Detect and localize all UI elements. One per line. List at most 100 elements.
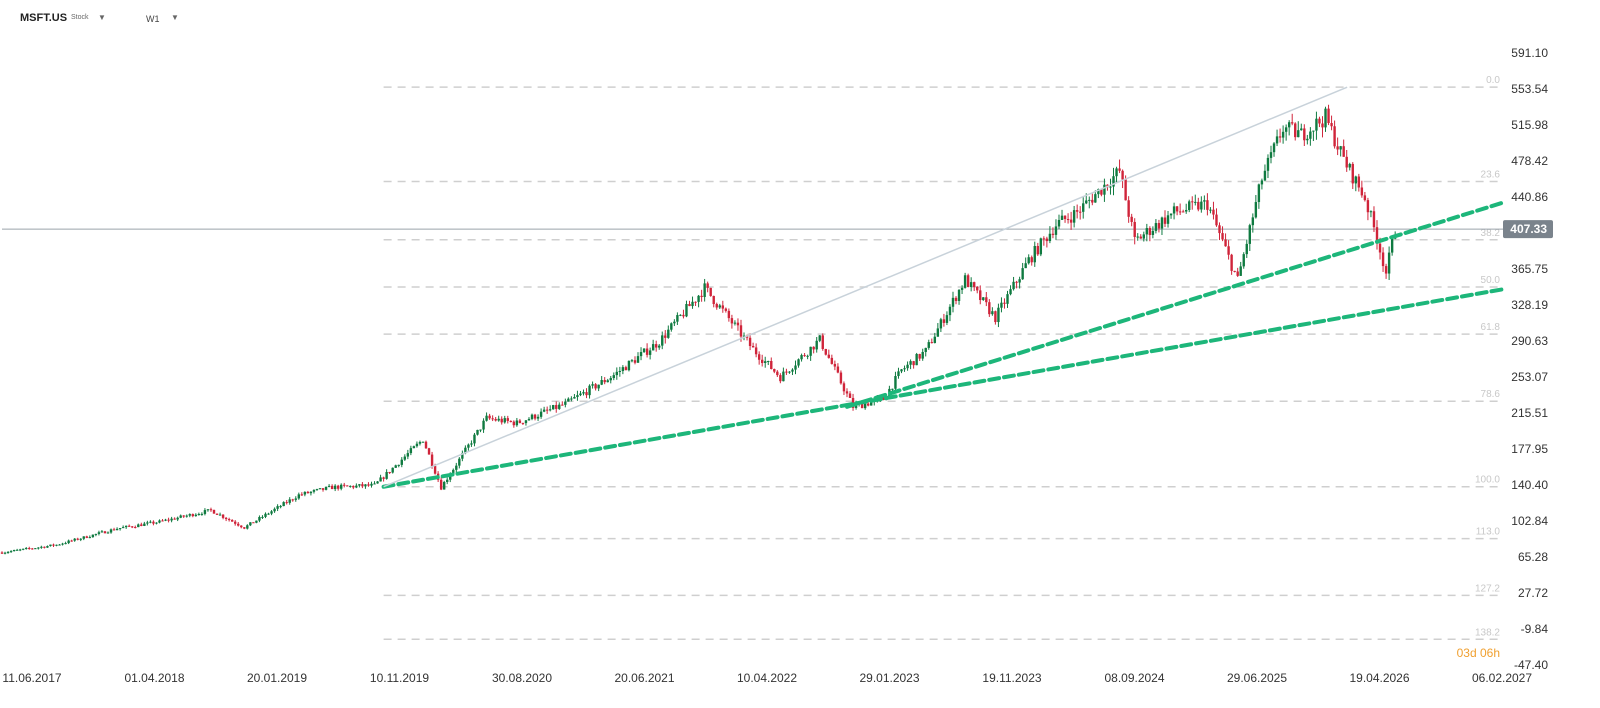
- candle-up: [1160, 217, 1164, 229]
- trendlines[interactable]: [381, 86, 1508, 489]
- candle-up: [815, 340, 818, 350]
- candle-up: [685, 304, 688, 317]
- candle-down: [682, 314, 685, 317]
- candle-down: [306, 491, 310, 494]
- candle-up: [158, 520, 161, 523]
- candle-up: [1390, 238, 1394, 253]
- candle-up: [621, 367, 625, 372]
- candle-down: [836, 366, 840, 373]
- candle-down: [751, 345, 755, 348]
- candle-up: [206, 509, 210, 511]
- candle-up: [1263, 170, 1267, 181]
- trend-channel-line[interactable]: [383, 86, 1348, 488]
- candle-up: [312, 490, 316, 492]
- candle-up: [303, 491, 307, 495]
- candle-down: [664, 335, 667, 338]
- symbol-label[interactable]: MSFT.US: [20, 12, 68, 24]
- candle-up: [782, 371, 785, 382]
- candle-up: [927, 342, 930, 348]
- candle-down: [930, 342, 933, 344]
- candle-up: [106, 532, 110, 534]
- candle-down: [972, 282, 976, 287]
- candle-up: [1048, 233, 1052, 242]
- candle-up: [948, 306, 952, 316]
- y-tick-label: 515.98: [1511, 118, 1548, 132]
- fib-level-label: 61.8: [1481, 322, 1501, 333]
- candle-down: [830, 357, 834, 364]
- candle-down: [1051, 233, 1055, 235]
- candle-up: [1260, 180, 1264, 185]
- support-trendline[interactable]: [844, 200, 1505, 409]
- candle-up: [1115, 168, 1118, 177]
- candle-down: [942, 319, 946, 323]
- candle-up: [1300, 128, 1303, 131]
- candle-down: [760, 359, 764, 364]
- timeframe-selector[interactable]: W1: [146, 14, 160, 24]
- candle-up: [124, 525, 128, 528]
- candle-up: [527, 418, 531, 421]
- candle-down: [300, 494, 304, 496]
- candle-up: [185, 515, 188, 517]
- candle-up: [1184, 210, 1188, 212]
- y-tick-label: 290.63: [1511, 334, 1548, 348]
- candle-up: [1097, 189, 1100, 195]
- symbol-dropdown-icon[interactable]: ▼: [98, 13, 106, 22]
- candle-up: [651, 344, 655, 351]
- candle-down: [221, 514, 225, 518]
- candle-down: [224, 517, 228, 520]
- candle-up: [809, 346, 812, 356]
- candle-down: [954, 297, 958, 301]
- candle-up: [1354, 176, 1358, 184]
- candle-down: [1045, 238, 1049, 242]
- candle-up: [576, 395, 579, 398]
- candle-up: [479, 429, 482, 431]
- candle-up: [49, 544, 52, 547]
- candle-up: [176, 517, 179, 520]
- candle-up: [476, 429, 479, 435]
- candle-up: [939, 319, 943, 329]
- candle-down: [512, 421, 516, 426]
- candle-up: [349, 485, 352, 487]
- candle-up: [1203, 200, 1206, 202]
- candle-down: [424, 441, 428, 449]
- candle-up: [676, 315, 679, 322]
- candle-up: [67, 540, 70, 544]
- candle-up: [288, 499, 291, 503]
- candle-up: [46, 546, 49, 548]
- candle-down: [715, 304, 718, 308]
- support-trendline[interactable]: [381, 286, 1508, 489]
- candle-up: [333, 485, 337, 490]
- candle-up: [6, 552, 10, 554]
- candle-up: [188, 514, 191, 516]
- candle-down: [706, 283, 709, 288]
- candle-up: [79, 538, 82, 540]
- candle-down: [0, 552, 4, 554]
- candle-up: [97, 532, 101, 534]
- candle-down: [1218, 225, 1221, 234]
- candle-up: [903, 368, 906, 370]
- candle-up: [1136, 236, 1139, 238]
- candle-up: [309, 491, 313, 494]
- candle-up: [1142, 234, 1145, 239]
- candle-down: [1133, 221, 1136, 237]
- candle-up: [25, 548, 28, 550]
- candle-up: [924, 347, 927, 352]
- candle-up: [164, 519, 167, 521]
- candle-down: [1206, 200, 1209, 210]
- candle-up: [915, 353, 918, 366]
- candle-up: [197, 513, 201, 515]
- candle-down: [545, 409, 549, 411]
- symbol-type-label: Stock: [71, 14, 89, 21]
- candle-down: [1030, 257, 1033, 263]
- x-tick-label: 08.09.2024: [1104, 671, 1164, 685]
- candle-up: [1306, 138, 1309, 141]
- x-tick-label: 19.04.2026: [1349, 671, 1409, 685]
- y-tick-label: 365.75: [1511, 262, 1548, 276]
- candle-down: [509, 420, 513, 422]
- candle-up: [1018, 279, 1021, 283]
- candle-up: [515, 420, 519, 426]
- timeframe-dropdown-icon[interactable]: ▼: [171, 13, 179, 22]
- candle-down: [76, 538, 79, 540]
- candle-down: [361, 484, 364, 487]
